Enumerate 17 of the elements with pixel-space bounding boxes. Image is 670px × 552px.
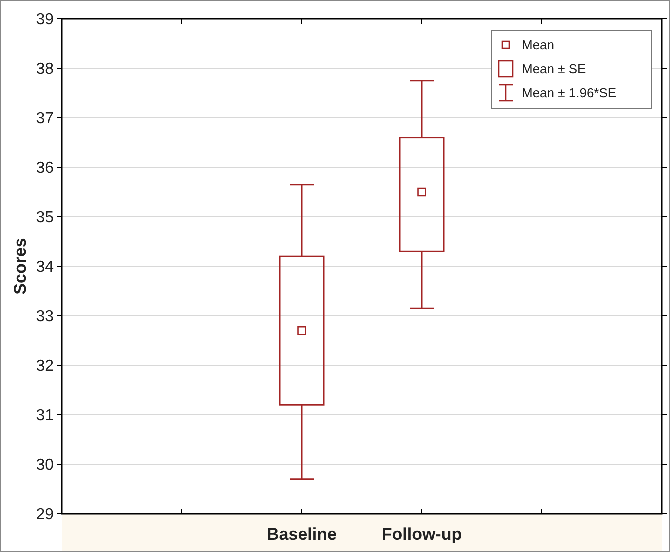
y-tick-label: 30 xyxy=(36,457,54,474)
y-tick-label: 35 xyxy=(36,210,54,227)
x-tick-label: Baseline xyxy=(267,525,337,544)
y-tick-label: 36 xyxy=(36,160,54,178)
annotation: Mean ± SE xyxy=(522,62,587,77)
annotation: Mean xyxy=(522,38,555,53)
y-tick-label: 37 xyxy=(36,110,54,128)
y-tick-label: 38 xyxy=(36,61,54,78)
y-tick-label: 31 xyxy=(36,408,54,425)
y-tick-label: 32 xyxy=(36,358,54,376)
y-tick-label: 29 xyxy=(36,506,54,524)
y-tick-label: 39 xyxy=(36,12,54,29)
y-tick-label: 34 xyxy=(36,259,54,276)
y-axis-title: Scores xyxy=(11,238,30,295)
x-tick-label: Follow-up xyxy=(382,525,462,544)
y-tick-label: 33 xyxy=(36,308,54,326)
annotation: Mean ± 1.96*SE xyxy=(522,86,617,101)
